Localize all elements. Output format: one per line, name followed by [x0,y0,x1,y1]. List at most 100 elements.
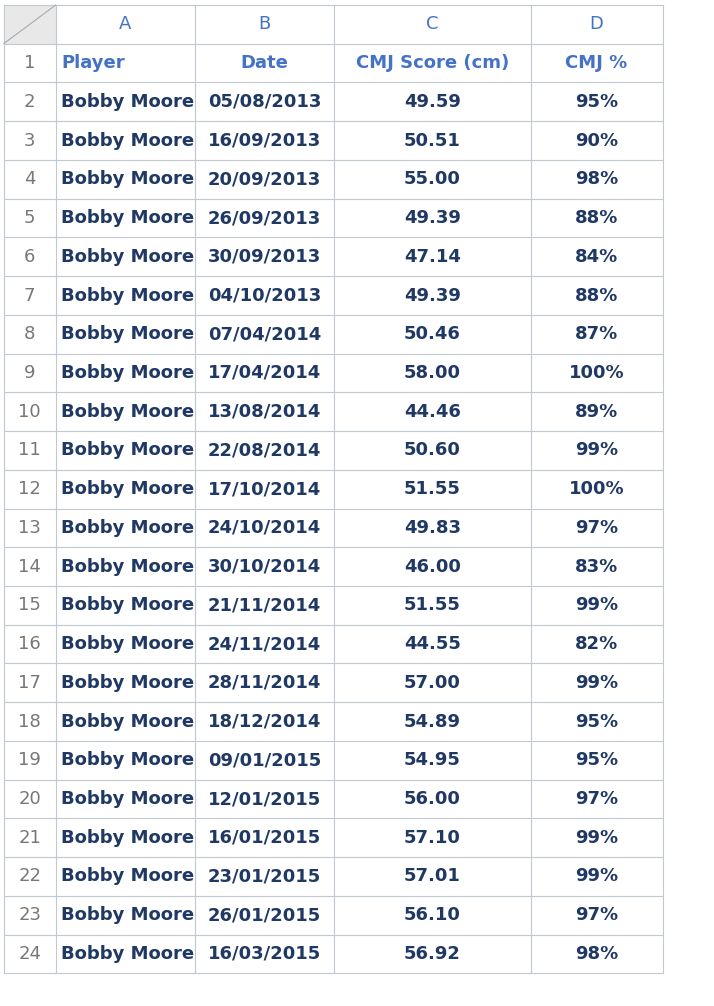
Text: Bobby Moore: Bobby Moore [61,906,194,925]
Text: 84%: 84% [575,247,618,266]
Text: 99%: 99% [575,674,618,692]
Text: 54.89: 54.89 [404,712,461,730]
Text: Player: Player [61,54,125,72]
Text: 14: 14 [18,557,41,575]
Text: Bobby Moore: Bobby Moore [61,519,194,537]
Text: 99%: 99% [575,867,618,885]
Text: 24: 24 [18,945,41,963]
Text: 16/01/2015: 16/01/2015 [208,829,321,847]
Text: 18/12/2014: 18/12/2014 [208,712,321,730]
Text: 1: 1 [24,54,35,72]
Text: 30/09/2013: 30/09/2013 [208,247,321,266]
Text: Bobby Moore: Bobby Moore [61,480,194,498]
Text: 12: 12 [18,480,41,498]
Text: 26/01/2015: 26/01/2015 [208,906,321,925]
Text: Bobby Moore: Bobby Moore [61,402,194,421]
Text: 99%: 99% [575,442,618,460]
Text: Bobby Moore: Bobby Moore [61,597,194,615]
Text: 89%: 89% [575,402,618,421]
Text: Bobby Moore: Bobby Moore [61,712,194,730]
Text: C: C [426,15,438,33]
Text: 04/10/2013: 04/10/2013 [208,287,321,305]
Text: 15: 15 [18,597,41,615]
Text: 44.55: 44.55 [404,635,461,653]
Text: 99%: 99% [575,829,618,847]
Text: CMJ %: CMJ % [565,54,628,72]
Text: B: B [258,15,271,33]
Text: 99%: 99% [575,597,618,615]
Text: Bobby Moore: Bobby Moore [61,674,194,692]
Text: 87%: 87% [575,325,618,343]
Text: 20/09/2013: 20/09/2013 [208,170,321,188]
Text: 17/04/2014: 17/04/2014 [208,364,321,382]
Text: 17/10/2014: 17/10/2014 [208,480,321,498]
Text: 17: 17 [18,674,41,692]
Text: 24/11/2014: 24/11/2014 [208,635,321,653]
Text: Bobby Moore: Bobby Moore [61,751,194,770]
Text: 23: 23 [18,906,41,925]
Text: 54.95: 54.95 [404,751,461,770]
Text: 49.39: 49.39 [404,209,461,227]
Text: 51.55: 51.55 [404,480,461,498]
Text: 7: 7 [24,287,36,305]
Text: 16/03/2015: 16/03/2015 [208,945,321,963]
Text: Bobby Moore: Bobby Moore [61,635,194,653]
Text: Bobby Moore: Bobby Moore [61,325,194,343]
Text: 49.59: 49.59 [404,93,461,111]
Text: 13/08/2014: 13/08/2014 [208,402,321,421]
Text: Bobby Moore: Bobby Moore [61,557,194,575]
Text: 88%: 88% [575,287,618,305]
Text: 95%: 95% [575,751,618,770]
Text: 21/11/2014: 21/11/2014 [208,597,321,615]
Text: Bobby Moore: Bobby Moore [61,867,194,885]
Text: 51.55: 51.55 [404,597,461,615]
Text: Bobby Moore: Bobby Moore [61,364,194,382]
Text: 13: 13 [18,519,41,537]
Text: 2: 2 [24,93,36,111]
Text: 9: 9 [24,364,36,382]
Text: 26/09/2013: 26/09/2013 [208,209,321,227]
Text: 56.00: 56.00 [404,790,461,808]
Text: 55.00: 55.00 [404,170,461,188]
Text: 28/11/2014: 28/11/2014 [208,674,321,692]
Text: Date: Date [241,54,288,72]
Text: 100%: 100% [569,480,624,498]
Text: 09/01/2015: 09/01/2015 [208,751,321,770]
Text: 98%: 98% [575,945,618,963]
Text: 49.83: 49.83 [404,519,461,537]
Text: 50.60: 50.60 [404,442,461,460]
Text: D: D [590,15,603,33]
Text: 4: 4 [24,170,36,188]
Text: Bobby Moore: Bobby Moore [61,945,194,963]
Text: 23/01/2015: 23/01/2015 [208,867,321,885]
Text: 22/08/2014: 22/08/2014 [208,442,321,460]
Text: 50.46: 50.46 [404,325,461,343]
Text: 97%: 97% [575,519,618,537]
Text: 56.92: 56.92 [404,945,461,963]
Text: 07/04/2014: 07/04/2014 [208,325,321,343]
Text: A: A [119,15,131,33]
Text: Bobby Moore: Bobby Moore [61,790,194,808]
Text: 5: 5 [24,209,36,227]
Text: 20: 20 [19,790,41,808]
Text: Bobby Moore: Bobby Moore [61,442,194,460]
Text: 44.46: 44.46 [404,402,461,421]
Text: 46.00: 46.00 [404,557,461,575]
Text: Bobby Moore: Bobby Moore [61,209,194,227]
Text: 56.10: 56.10 [404,906,461,925]
Text: 83%: 83% [575,557,618,575]
Text: 11: 11 [19,442,41,460]
Text: 8: 8 [24,325,35,343]
Text: Bobby Moore: Bobby Moore [61,287,194,305]
Text: 97%: 97% [575,906,618,925]
Text: 97%: 97% [575,790,618,808]
Text: 47.14: 47.14 [404,247,461,266]
Text: 98%: 98% [575,170,618,188]
Text: 57.00: 57.00 [404,674,461,692]
Text: 57.01: 57.01 [404,867,461,885]
Text: 100%: 100% [569,364,624,382]
Text: 16: 16 [19,635,41,653]
Text: 90%: 90% [575,132,618,150]
Text: Bobby Moore: Bobby Moore [61,132,194,150]
Text: 95%: 95% [575,712,618,730]
